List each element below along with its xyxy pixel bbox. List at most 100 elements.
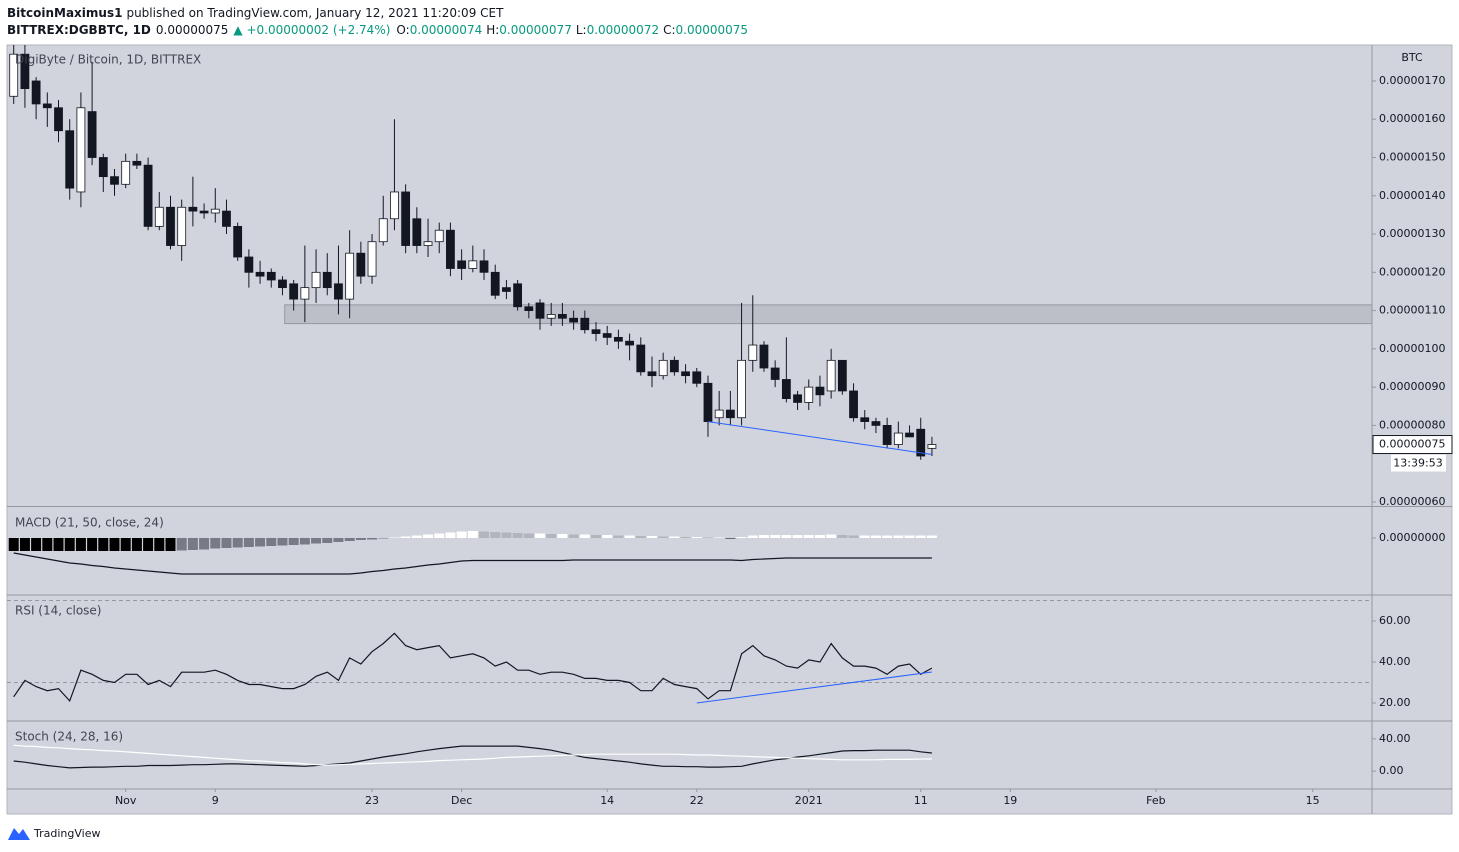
pane-title: DigiByte / Bitcoin, 1D, BITTREX <box>15 53 201 67</box>
x-tick-label: 14 <box>600 794 614 807</box>
candle-body <box>76 107 86 193</box>
candle-body <box>569 317 579 323</box>
candle-body <box>759 344 769 369</box>
line <box>13 745 932 769</box>
histogram-bar <box>613 535 624 538</box>
histogram-bar <box>109 538 120 551</box>
y-tick-label: 0.00000160 <box>1379 112 1445 125</box>
change: ▲ +0.00000002 (+2.74%) <box>233 23 390 37</box>
histogram-bar <box>333 538 344 542</box>
histogram-bar <box>859 535 870 538</box>
histogram-bar <box>423 534 434 538</box>
histogram-bar <box>882 535 893 538</box>
candle-body <box>412 218 422 246</box>
candle-body <box>681 371 690 377</box>
candle-body <box>468 260 478 269</box>
histogram-bar <box>19 538 30 551</box>
histogram-bar <box>691 537 702 538</box>
candle-body <box>345 252 355 300</box>
y-tick-label: 0.00000140 <box>1379 189 1445 202</box>
zone <box>284 304 1372 325</box>
logo-icon <box>8 828 30 840</box>
candle-body <box>9 53 19 97</box>
last-price-box <box>1372 435 1453 455</box>
candle-body <box>692 371 702 384</box>
histogram-bar <box>915 535 926 538</box>
histogram-bar <box>837 535 848 538</box>
candle-body <box>905 432 914 438</box>
histogram-bar <box>210 538 221 549</box>
candle-body <box>793 394 802 403</box>
y-tick-label: 60.00 <box>1379 614 1411 627</box>
histogram-bar <box>680 537 691 538</box>
candle-body <box>737 359 746 419</box>
histogram-bar <box>445 532 456 538</box>
histogram-bar <box>456 531 467 538</box>
histogram-bar <box>389 537 400 538</box>
histogram-bar <box>814 535 825 538</box>
histogram-bar <box>311 538 322 544</box>
y-tick-label: 0.00000170 <box>1379 74 1445 87</box>
line <box>13 744 932 766</box>
ohlc-label: H: <box>486 23 499 37</box>
histogram-bar <box>870 535 881 538</box>
x-tick-label: Dec <box>451 794 472 807</box>
histogram-bar <box>277 538 288 546</box>
candle-body <box>177 206 187 246</box>
histogram-bar <box>64 538 75 551</box>
candle-body <box>591 329 601 334</box>
candle-body <box>154 206 164 227</box>
y-tick-label: 0.00000060 <box>1379 495 1445 508</box>
histogram-bar <box>221 538 232 548</box>
candle-body <box>513 283 523 308</box>
x-tick-label: 9 <box>212 794 219 807</box>
candle-body <box>278 279 287 289</box>
histogram-bar <box>344 538 355 541</box>
histogram-bar <box>826 534 837 538</box>
x-tick-label: 22 <box>690 794 704 807</box>
histogram-bar <box>523 533 534 538</box>
y-tick-label: 0.00000110 <box>1379 304 1445 317</box>
histogram-bar <box>199 538 210 550</box>
pane <box>7 600 1372 704</box>
histogram-bar <box>904 535 915 538</box>
histogram-bar <box>232 538 243 548</box>
candle-body <box>132 160 142 166</box>
candle-body <box>401 191 411 246</box>
y-tick-label: 0.00000080 <box>1379 418 1445 431</box>
candle-body <box>725 409 735 419</box>
chart-frame <box>6 44 1453 815</box>
histogram-bar <box>512 533 523 538</box>
trendline <box>696 671 932 704</box>
histogram-bar <box>758 535 769 538</box>
histogram-bar <box>367 538 378 540</box>
histogram-bar <box>635 536 646 538</box>
candle-body <box>210 208 220 214</box>
histogram-bar <box>176 538 187 551</box>
candle-body <box>378 218 388 243</box>
candle-body <box>98 157 108 178</box>
candle-body <box>748 344 758 361</box>
candle-body <box>815 386 825 396</box>
pane <box>8 531 937 575</box>
candle-body <box>524 306 534 311</box>
candle-body <box>311 271 321 289</box>
histogram-bar <box>714 537 725 538</box>
candle-body <box>42 103 52 109</box>
candle-body <box>266 271 276 281</box>
candle-body <box>289 283 299 300</box>
histogram-bar <box>266 538 277 546</box>
histogram-bar <box>736 537 747 538</box>
histogram-bar <box>42 538 53 551</box>
pane-title: MACD (21, 50, close, 24) <box>15 516 164 530</box>
candle-body <box>927 444 937 449</box>
candle-body <box>871 421 881 426</box>
y-tick-label: 0.00000090 <box>1379 380 1445 393</box>
trendline <box>707 421 933 455</box>
candle-body <box>636 344 646 373</box>
candle-body <box>479 260 489 273</box>
candle-body <box>65 130 75 189</box>
histogram-bar <box>31 538 42 551</box>
histogram-bar <box>546 534 557 538</box>
symbol: BITTREX:DGBBTC, 1D <box>7 23 151 37</box>
